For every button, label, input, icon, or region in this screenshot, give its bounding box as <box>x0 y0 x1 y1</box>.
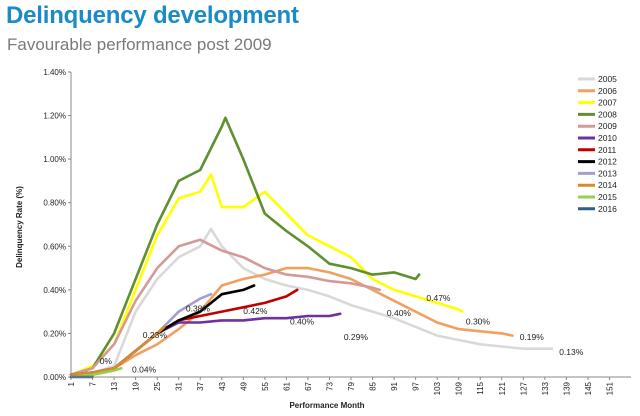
series-line-2006 <box>69 266 514 377</box>
series-line-2014 <box>69 325 166 377</box>
legend-label-2007: 2007 <box>598 98 617 108</box>
y-tick-label: 0.40% <box>43 286 66 295</box>
legend-label-2010: 2010 <box>598 133 617 143</box>
legend-label-2014: 2014 <box>598 180 617 190</box>
y-tick-label: 0.60% <box>43 242 66 251</box>
x-tick-label: 61 <box>282 381 291 390</box>
x-tick-label: 85 <box>369 381 378 390</box>
legend-label-2009: 2009 <box>598 121 617 131</box>
data-label: 0.40% <box>387 308 412 318</box>
x-tick-label: 91 <box>390 381 399 390</box>
x-tick-label: 133 <box>541 381 550 395</box>
x-tick-label: 115 <box>476 381 485 394</box>
legend-label-2015: 2015 <box>598 192 617 202</box>
legend-label-2012: 2012 <box>598 157 617 167</box>
data-label: 0.47% <box>426 293 451 303</box>
x-tick-label: 151 <box>605 381 614 395</box>
legend-label-2011: 2011 <box>598 145 617 155</box>
y-tick-label: 1.00% <box>43 155 66 164</box>
x-tick-label: 13 <box>110 381 119 390</box>
data-label: 0.42% <box>243 306 268 316</box>
series-line-2008 <box>69 116 421 377</box>
data-label: 0.29% <box>344 332 369 342</box>
y-tick-label: 1.20% <box>43 112 66 121</box>
y-axis-title: Delinquency Rate (%) <box>15 186 24 268</box>
x-tick-label: 1 <box>67 381 76 386</box>
x-tick-label: 121 <box>498 381 507 395</box>
data-label: 0.13% <box>559 347 584 357</box>
x-tick-label: 109 <box>455 381 464 395</box>
data-label: 0.40% <box>290 317 315 327</box>
x-tick-label: 55 <box>261 381 270 390</box>
data-label: 0.19% <box>520 332 545 342</box>
data-label: 0.04% <box>132 365 157 375</box>
legend-label-2005: 2005 <box>598 74 617 84</box>
x-tick-label: 103 <box>433 381 442 395</box>
data-label: 0.30% <box>466 317 491 327</box>
legend-label-2013: 2013 <box>598 168 617 178</box>
data-label: 0.23% <box>143 330 168 340</box>
y-tick-label: 1.40% <box>43 68 66 77</box>
x-tick-label: 49 <box>239 381 248 390</box>
x-tick-label: 7 <box>89 381 98 386</box>
chart-title: Delinquency development <box>6 2 299 29</box>
series-line-2005 <box>69 227 554 377</box>
y-tick-label: 0.00% <box>43 373 66 382</box>
x-tick-label: 31 <box>175 381 184 390</box>
x-tick-label: 97 <box>412 381 421 390</box>
x-tick-label: 67 <box>304 381 313 390</box>
x-tick-label: 43 <box>218 381 227 390</box>
y-tick-label: 0.80% <box>43 199 66 208</box>
x-axis-title: Performance Month <box>289 401 364 410</box>
y-tick-label: 0.20% <box>43 329 66 338</box>
x-tick-label: 127 <box>519 381 528 395</box>
series-line-2007 <box>69 173 464 377</box>
chart-subtitle: Favourable performance post 2009 <box>7 35 272 54</box>
x-tick-label: 73 <box>325 381 334 390</box>
series-line-2009 <box>69 238 382 377</box>
x-tick-label: 79 <box>347 381 356 390</box>
x-tick-label: 139 <box>562 381 571 395</box>
data-label: 0% <box>100 356 113 366</box>
x-tick-label: 145 <box>584 381 593 395</box>
data-label: 0.38% <box>186 304 211 314</box>
x-tick-label: 37 <box>196 381 205 390</box>
legend-label-2016: 2016 <box>598 204 617 214</box>
x-tick-label: 25 <box>153 381 162 390</box>
legend-label-2008: 2008 <box>598 109 617 119</box>
legend-label-2006: 2006 <box>598 86 617 96</box>
x-tick-label: 19 <box>132 381 141 390</box>
